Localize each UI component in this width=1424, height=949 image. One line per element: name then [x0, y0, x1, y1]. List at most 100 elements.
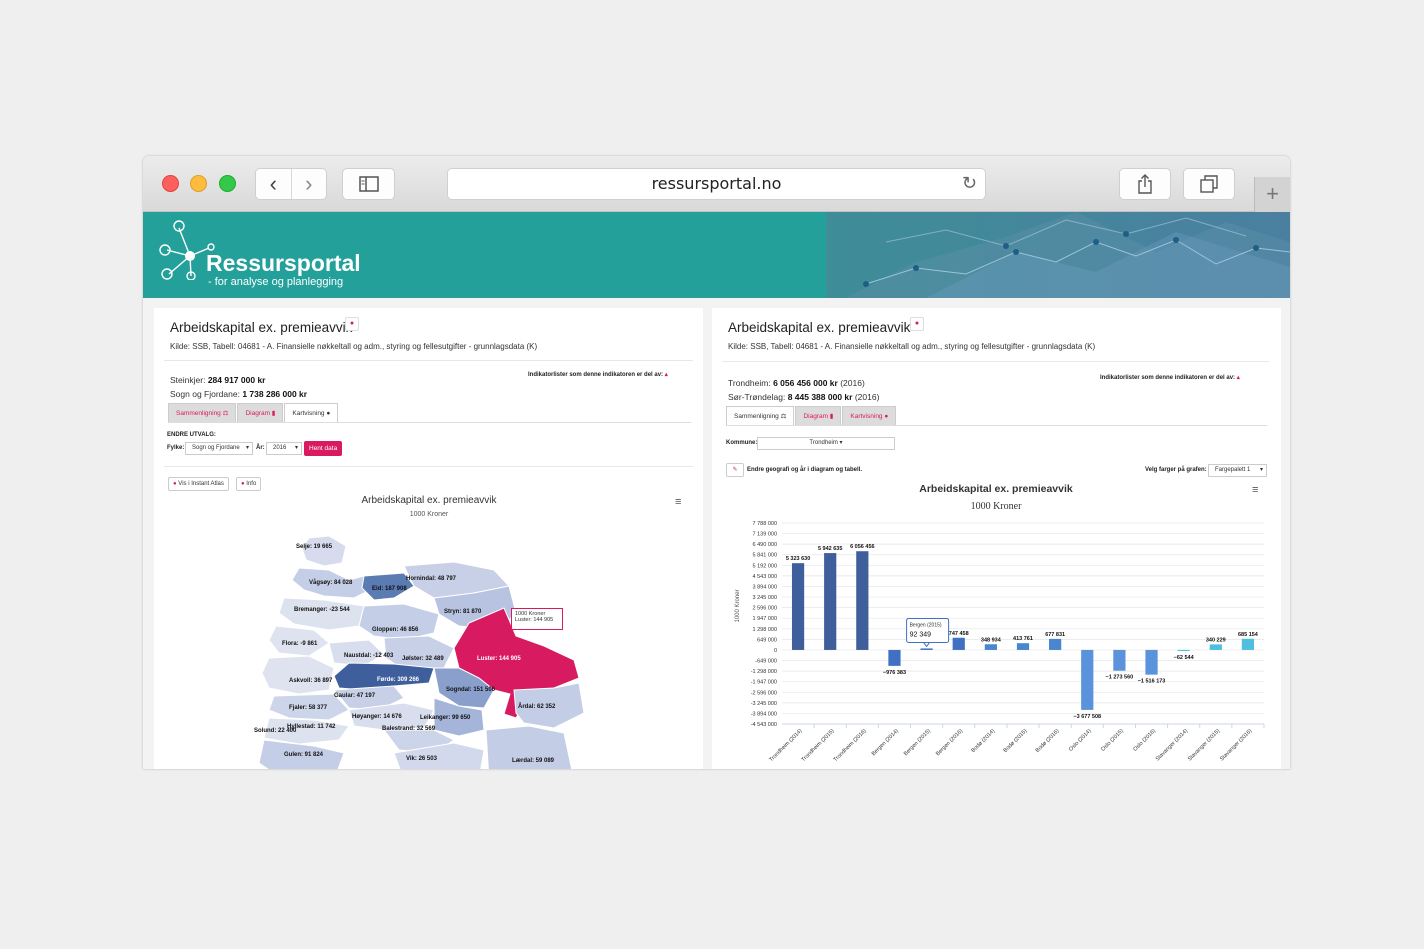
x-tick-label: Bergen (2014) — [871, 728, 900, 757]
county-label: Fylke: — [167, 445, 185, 451]
info-icon: ● — [241, 481, 245, 487]
region-gulen[interactable] — [258, 739, 345, 769]
share-button[interactable] — [1119, 168, 1171, 200]
new-tab-icon[interactable]: + — [1254, 177, 1290, 212]
zoom-window-button[interactable] — [219, 175, 236, 192]
region-fjaler[interactable] — [268, 693, 350, 721]
bar[interactable] — [984, 644, 997, 650]
region-selje[interactable] — [301, 535, 347, 567]
minimize-window-button[interactable] — [190, 175, 207, 192]
map-title: Arbeidskapital ex. premieavvik — [361, 495, 497, 506]
region-naustdal[interactable] — [328, 639, 385, 667]
browser-window: ‹ › ressursportal.no ↻ + — [143, 156, 1290, 769]
indicator-lists-label[interactable]: Indikatorlister som denne indikatoren er… — [1100, 375, 1240, 381]
info-button[interactable]: ● Info — [236, 477, 262, 491]
info-badge-icon[interactable]: ● — [345, 317, 359, 331]
year-label: År: — [256, 445, 265, 451]
reload-icon[interactable]: ↻ — [961, 173, 977, 194]
y-tick-label: -4 543 000 — [751, 722, 777, 728]
edit-icon[interactable]: ✎ — [726, 463, 744, 477]
indicator-lists-label[interactable]: Indikatorlister som denne indikatoren er… — [528, 372, 668, 378]
y-tick-label: 7 139 000 — [753, 532, 777, 538]
map-label: Sogndal: 151 506 — [446, 687, 496, 693]
x-tick-label: Bodø (2014) — [970, 728, 996, 754]
region-hoyanger[interactable] — [348, 702, 435, 731]
tab-diagram[interactable]: Diagram ▮ — [795, 406, 842, 425]
y-tick-label: -1 947 000 — [751, 680, 777, 686]
bar[interactable] — [1113, 649, 1126, 671]
region-ardal[interactable] — [513, 682, 585, 729]
tab-diagram[interactable]: Diagram ▮ — [237, 403, 284, 422]
bar[interactable] — [856, 551, 869, 650]
map-label: Lærdal: 59 089 — [512, 758, 555, 764]
divider — [722, 361, 1269, 362]
region-gaular[interactable] — [332, 685, 405, 711]
map-label: Gloppen: 46 856 — [372, 627, 419, 633]
map-label: Balestrand: 32 569 — [382, 726, 436, 732]
year-select[interactable]: 2016 ▾ — [266, 442, 302, 455]
history-buttons: ‹ › — [255, 168, 327, 200]
region-sogndal[interactable] — [433, 667, 495, 709]
forward-icon[interactable]: › — [290, 169, 327, 199]
x-tick-label: Oslo (2014) — [1068, 728, 1093, 753]
bar[interactable] — [1209, 644, 1222, 650]
region-eid[interactable] — [361, 572, 415, 601]
bar[interactable] — [791, 563, 805, 650]
tab-sammenligning[interactable]: Sammenligning ⚖ — [726, 406, 795, 425]
toggle-icon: ▴ — [664, 372, 668, 378]
chart-title: Arbeidskapital ex. premieavvik — [919, 483, 1073, 495]
fetch-data-button[interactable]: Hent data — [304, 441, 343, 456]
kommune-label: Kommune: — [726, 440, 758, 446]
y-tick-label: 5 841 000 — [753, 553, 777, 559]
site-header: Ressursportal - for analyse og planleggi… — [143, 212, 1290, 298]
palette-select[interactable]: Fargepalett 1 ▾ — [1208, 464, 1267, 477]
bar[interactable] — [1177, 649, 1190, 651]
map-label: Solund: 22 400 — [254, 728, 297, 734]
region-askvoll[interactable] — [261, 655, 335, 695]
chart-menu-icon[interactable]: ≡ — [1252, 484, 1259, 496]
bar[interactable] — [1049, 638, 1062, 650]
bar[interactable] — [952, 637, 965, 650]
instant-atlas-button[interactable]: ● Vis i Instant Atlas — [168, 477, 229, 491]
bar[interactable] — [1145, 649, 1158, 675]
brand-name[interactable]: Ressursportal — [206, 250, 361, 276]
value-row-2: Sør-Trøndelag: 8 445 388 000 kr (2016) — [728, 392, 880, 402]
x-tick-label: Oslo (2015) — [1100, 728, 1125, 753]
divider — [164, 466, 693, 467]
map-label: Hornindal: 48 797 — [406, 576, 457, 582]
region-bremanger[interactable] — [278, 597, 365, 631]
region-hyllestad[interactable] — [263, 717, 350, 745]
map-label: Selje: 19 665 — [296, 544, 333, 550]
address-bar[interactable]: ressursportal.no ↻ — [447, 168, 986, 200]
chart-menu-icon[interactable]: ≡ — [675, 496, 682, 508]
bar[interactable] — [888, 649, 901, 666]
map-label: Vik: 26 503 — [406, 756, 438, 762]
bar[interactable] — [1081, 649, 1094, 710]
region-laerdal[interactable] — [485, 725, 574, 769]
y-tick-label: 5 192 000 — [753, 563, 777, 569]
info-badge-icon[interactable]: ● — [910, 317, 924, 331]
data-label: 348 934 — [981, 637, 1002, 643]
map-label: Jølster: 32 489 — [402, 656, 444, 662]
x-tick-label: Stavanger (2014) — [1155, 728, 1189, 762]
tab-kartvisning[interactable]: Kartvisning ● — [284, 403, 339, 422]
indicator-source: Kilde: SSB, Tabell: 04681 - A. Finansiel… — [170, 342, 538, 351]
kommune-select[interactable]: Trondheim ▾ — [757, 437, 895, 450]
bar[interactable] — [824, 553, 837, 650]
close-window-button[interactable] — [162, 175, 179, 192]
tab-sammenligning[interactable]: Sammenligning ⚖ — [168, 403, 237, 422]
show-tabs-button[interactable] — [1183, 168, 1235, 200]
region-vagsoy[interactable] — [291, 567, 375, 599]
back-icon[interactable]: ‹ — [269, 171, 277, 196]
tab-kartvisning[interactable]: Kartvisning ● — [842, 406, 897, 425]
bar[interactable] — [1016, 643, 1030, 650]
county-select[interactable]: Sogn og Fjordane ▾ — [185, 442, 253, 455]
bar[interactable] — [1241, 638, 1255, 650]
region-vik[interactable] — [393, 742, 485, 769]
data-label: −976 383 — [883, 670, 906, 676]
sidebar-toggle-button[interactable] — [342, 168, 395, 200]
region-gloppen[interactable] — [358, 603, 440, 641]
bar[interactable] — [920, 648, 933, 650]
edit-geography-label[interactable]: Endre geografi og år i diagram og tabell… — [747, 467, 863, 473]
data-label: 413 761 — [1013, 636, 1033, 642]
